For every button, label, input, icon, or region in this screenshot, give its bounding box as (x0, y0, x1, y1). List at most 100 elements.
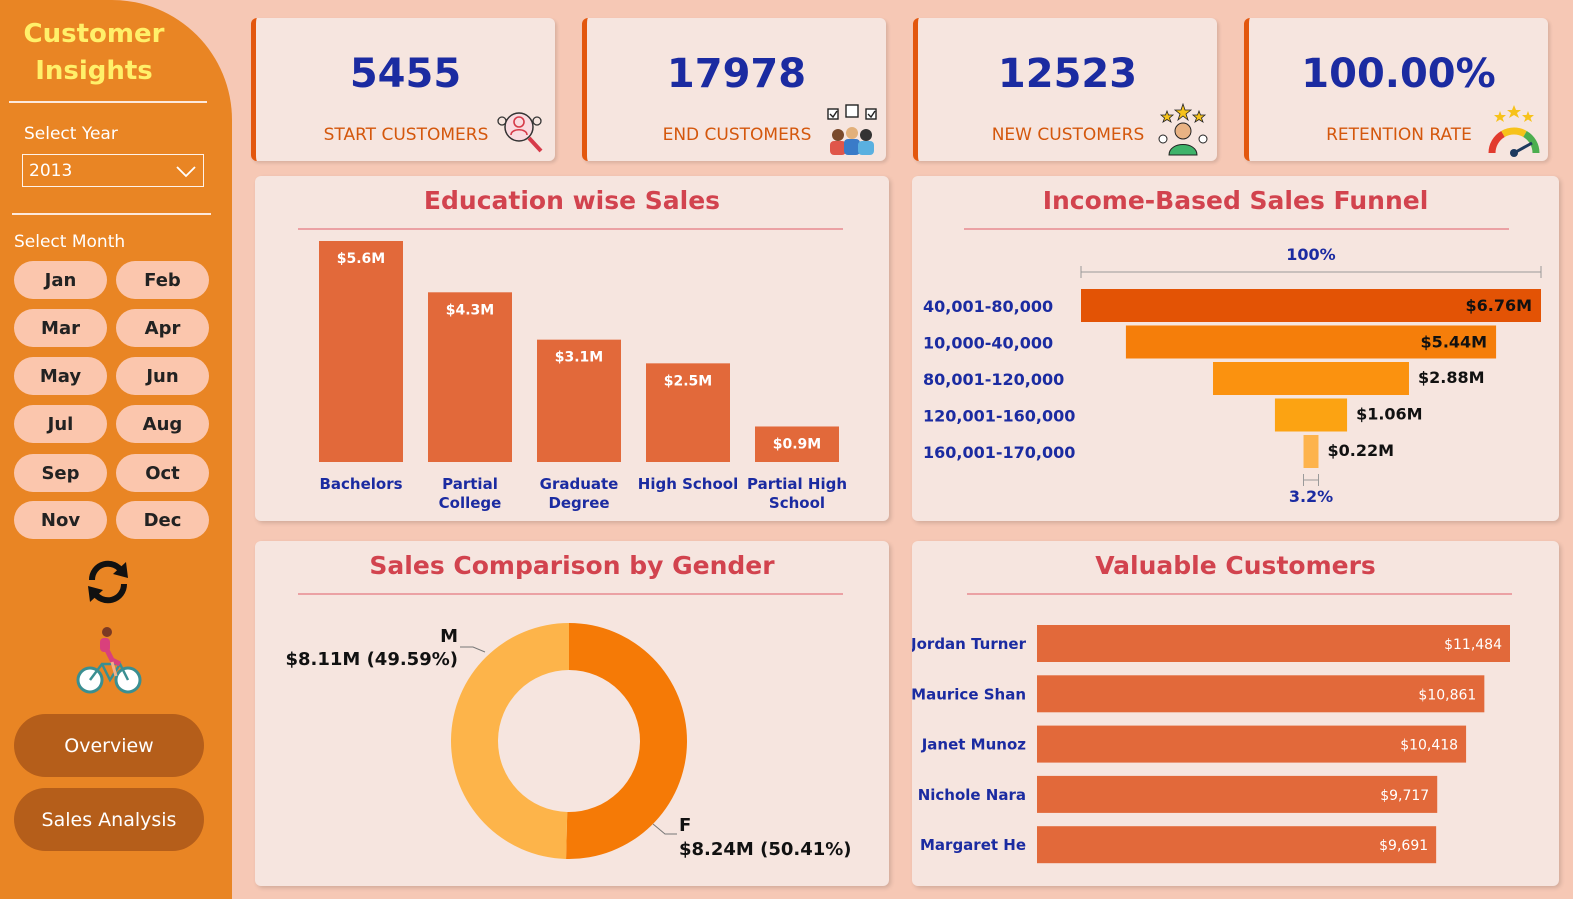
data-label: $0.22M (1327, 441, 1394, 460)
group-checklist-icon (827, 104, 877, 155)
chevron-down-icon (176, 165, 196, 177)
leader-line (652, 823, 677, 835)
title-underline (967, 593, 1512, 595)
title-underline (298, 593, 843, 595)
sidebar: Customer Insights Select Year 2013 Selec… (0, 0, 232, 899)
bar[interactable] (755, 426, 839, 462)
category-label: Jordan Turner (912, 635, 1027, 653)
category-label: Maurice Shan (912, 685, 1026, 703)
nav-sales-analysis-button[interactable]: Sales Analysis (14, 788, 204, 851)
data-label: $9,717 (1380, 788, 1429, 804)
bar[interactable] (319, 241, 403, 462)
funnel-bar[interactable] (1125, 325, 1497, 359)
kpi-value: 5455 (349, 51, 462, 97)
category-label: High School (638, 475, 738, 493)
income-funnel-panel: Income-Based Sales Funnel 100% 40,001-80,… (912, 176, 1559, 521)
data-label: $9,691 (1379, 838, 1428, 854)
data-label: $4.3M (446, 302, 494, 318)
funnel-bar[interactable] (1274, 398, 1348, 432)
gender-donut-chart: M$8.11M (49.59%) F $8.24M (50.41%) (285, 623, 852, 860)
year-value: 2013 (29, 160, 73, 181)
title-underline (298, 228, 843, 230)
kpi-label: END CUSTOMERS (662, 125, 812, 145)
panel-title: Valuable Customers (1095, 551, 1376, 580)
category-label: Margaret He (920, 836, 1026, 854)
month-button-aug[interactable]: Aug (116, 405, 209, 443)
kpi-card-new-customers: 12523 NEW CUSTOMERS (913, 18, 1217, 161)
kpi-value: 12523 (997, 51, 1138, 97)
bar[interactable] (1037, 826, 1437, 864)
data-label: $2.88M (1418, 368, 1485, 387)
gender-sales-panel: Sales Comparison by Gender M $8.11M (49.5… (255, 541, 889, 886)
bar[interactable] (646, 363, 730, 462)
kpi-card-start-customers: 5455 START CUSTOMERS (251, 18, 555, 161)
sidebar-divider (9, 101, 207, 103)
kpi-label: RETENTION RATE (1326, 125, 1472, 145)
category-label: Nichole Nara (918, 786, 1026, 804)
data-label: $6.76M (1465, 296, 1532, 315)
slice-category-label: M (440, 626, 458, 647)
month-button-jul[interactable]: Jul (14, 405, 107, 443)
slice-value-label: $8.24M (50.41%) (679, 839, 852, 860)
category-label: Partial High (747, 475, 847, 493)
kpi-card-retention-rate: 100.00% RETENTION RATE (1244, 18, 1548, 161)
data-label: $5.6M (337, 251, 385, 267)
app-title-line1: Customer (23, 19, 165, 49)
year-label: Select Year (24, 124, 118, 144)
nav-overview-button[interactable]: Overview (14, 714, 204, 777)
category-label: School (769, 494, 825, 512)
income-funnel-chart: 100% 40,001-80,000 $6.76M 10,000-40,000 $5.4… (923, 245, 1542, 506)
donut-slice-m[interactable] (450, 623, 569, 859)
month-button-jun[interactable]: Jun (116, 357, 209, 395)
panel-title: Education wise Sales (423, 186, 721, 215)
leader-line (460, 646, 486, 653)
year-dropdown[interactable]: 2013 (22, 154, 204, 187)
sidebar-divider (12, 213, 211, 215)
month-button-nov[interactable]: Nov (14, 501, 107, 539)
refresh-icon[interactable] (82, 556, 134, 608)
title-underline (964, 228, 1509, 230)
data-label: $5.44M (1421, 333, 1488, 352)
data-label: $11,484 (1444, 637, 1502, 653)
month-button-jan[interactable]: Jan (14, 261, 107, 299)
category-label: Bachelors (319, 475, 402, 493)
category-label: 160,001-170,000 (923, 443, 1075, 462)
cyclist-icon (76, 627, 142, 694)
bar[interactable] (1037, 725, 1467, 763)
data-label: $3.1M (555, 350, 603, 366)
kpi-label: START CUSTOMERS (323, 125, 489, 145)
category-label: 80,001-120,000 (923, 370, 1064, 389)
funnel-bar[interactable] (1081, 289, 1541, 322)
funnel-bar[interactable] (1303, 435, 1319, 468)
app-title-line2: Insights (35, 56, 153, 86)
kpi-card-end-customers: 17978 END CUSTOMERS (582, 18, 886, 161)
kpi-label: NEW CUSTOMERS (991, 125, 1145, 145)
panel-title: Income-Based Sales Funnel (1042, 186, 1429, 215)
bar[interactable] (428, 292, 512, 462)
funnel-bar[interactable] (1213, 362, 1409, 395)
category-label: 10,000-40,000 (923, 334, 1053, 353)
month-button-dec[interactable]: Dec (116, 501, 209, 539)
bar[interactable] (537, 339, 621, 462)
month-button-may[interactable]: May (14, 357, 107, 395)
category-label: 40,001-80,000 (923, 297, 1053, 316)
month-button-oct[interactable]: Oct (116, 454, 209, 492)
funnel-bottom-percent: 3.2% (1289, 487, 1333, 506)
panel-title: Sales Comparison by Gender (369, 551, 775, 580)
month-button-feb[interactable]: Feb (116, 261, 209, 299)
bar[interactable] (1037, 625, 1510, 662)
month-button-apr[interactable]: Apr (116, 309, 209, 347)
kpi-value: 100.00% (1301, 51, 1496, 97)
category-label: Graduate (540, 475, 619, 493)
donut-slice-f[interactable] (566, 623, 687, 859)
bar[interactable] (1037, 775, 1438, 813)
category-label: Janet Munoz (921, 736, 1027, 754)
data-label: $10,861 (1418, 687, 1476, 703)
bar[interactable] (1037, 675, 1485, 713)
category-label: 120,001-160,000 (923, 407, 1075, 426)
category-label: College (439, 494, 502, 512)
month-button-mar[interactable]: Mar (14, 309, 107, 347)
category-label: Degree (548, 494, 609, 512)
data-label: $2.5M (664, 373, 712, 389)
month-button-sep[interactable]: Sep (14, 454, 107, 492)
